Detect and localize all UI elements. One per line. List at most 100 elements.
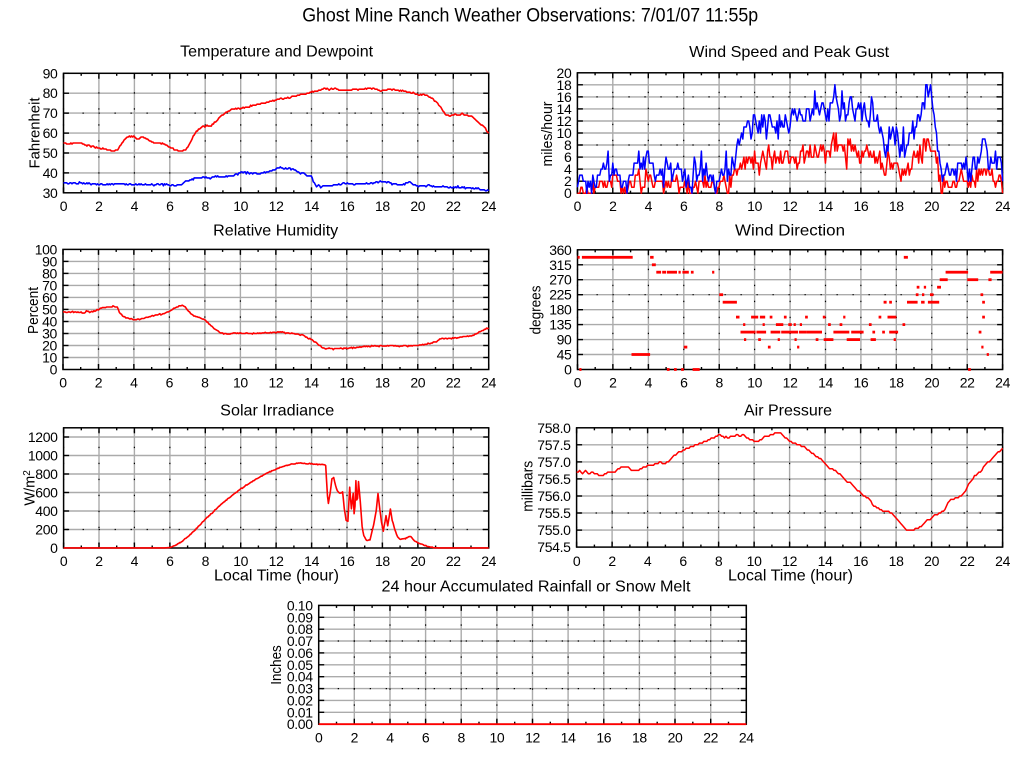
- svg-text:W/m2: W/m2: [22, 470, 39, 506]
- svg-text:90: 90: [43, 65, 58, 81]
- svg-text:millibars: millibars: [521, 461, 537, 512]
- svg-text:Ghost Mine Ranch Weather Obser: Ghost Mine Ranch Weather Observations: 7…: [302, 6, 758, 27]
- svg-text:Local Time (hour): Local Time (hour): [728, 568, 853, 585]
- svg-text:60: 60: [43, 125, 58, 141]
- svg-text:10: 10: [747, 553, 762, 569]
- svg-text:4: 4: [386, 729, 394, 745]
- svg-text:22: 22: [960, 553, 975, 569]
- svg-text:0.02: 0.02: [287, 692, 313, 708]
- svg-text:degrees: degrees: [529, 286, 545, 335]
- svg-text:400: 400: [35, 503, 58, 519]
- svg-text:2: 2: [351, 729, 359, 745]
- svg-text:Wind Speed and Peak Gust: Wind Speed and Peak Gust: [689, 44, 890, 61]
- svg-text:2: 2: [95, 198, 103, 214]
- svg-text:0.01: 0.01: [287, 704, 313, 720]
- svg-text:70: 70: [42, 277, 57, 293]
- svg-text:10: 10: [489, 729, 504, 745]
- svg-text:10: 10: [747, 198, 762, 214]
- svg-text:24: 24: [995, 198, 1010, 214]
- svg-text:24 hour Accumulated Rainfall o: 24 hour Accumulated Rainfall or Snow Mel…: [382, 579, 692, 596]
- svg-text:755.0: 755.0: [537, 522, 571, 538]
- svg-text:10: 10: [557, 125, 572, 141]
- svg-text:20: 20: [668, 729, 683, 745]
- svg-text:14: 14: [818, 553, 833, 569]
- svg-text:90: 90: [42, 253, 57, 269]
- svg-text:16: 16: [340, 553, 355, 569]
- svg-text:Fahrenheit: Fahrenheit: [28, 98, 44, 169]
- svg-text:8: 8: [201, 375, 209, 391]
- svg-text:20: 20: [42, 338, 57, 354]
- svg-text:14: 14: [304, 198, 319, 214]
- svg-text:0.07: 0.07: [287, 633, 313, 649]
- svg-text:18: 18: [557, 77, 572, 93]
- svg-text:16: 16: [557, 89, 572, 105]
- svg-text:8: 8: [715, 375, 723, 391]
- svg-text:756.0: 756.0: [537, 488, 571, 504]
- svg-text:24: 24: [739, 729, 754, 745]
- svg-text:0: 0: [574, 198, 582, 214]
- svg-text:10: 10: [233, 375, 248, 391]
- svg-text:100: 100: [35, 241, 58, 257]
- svg-text:50: 50: [43, 145, 58, 161]
- svg-text:24: 24: [995, 553, 1010, 569]
- svg-text:2: 2: [95, 375, 103, 391]
- svg-text:0.03: 0.03: [287, 681, 313, 697]
- svg-text:600: 600: [35, 485, 58, 501]
- svg-text:Inches: Inches: [269, 645, 285, 685]
- svg-text:12: 12: [269, 198, 284, 214]
- svg-text:14: 14: [561, 729, 576, 745]
- svg-text:16: 16: [853, 553, 868, 569]
- svg-text:0.00: 0.00: [287, 716, 313, 732]
- svg-text:6: 6: [679, 553, 687, 569]
- svg-text:12: 12: [557, 113, 572, 129]
- svg-text:22: 22: [960, 375, 975, 391]
- svg-text:14: 14: [557, 101, 572, 117]
- svg-text:6: 6: [166, 553, 174, 569]
- svg-text:2: 2: [609, 375, 617, 391]
- svg-text:22: 22: [960, 198, 975, 214]
- svg-text:4: 4: [645, 198, 653, 214]
- svg-text:Relative Humidity: Relative Humidity: [213, 222, 338, 239]
- svg-text:20: 20: [410, 375, 425, 391]
- svg-text:22: 22: [446, 375, 461, 391]
- svg-text:16: 16: [339, 375, 354, 391]
- svg-text:1200: 1200: [28, 429, 58, 445]
- svg-text:4: 4: [564, 161, 572, 177]
- svg-text:50: 50: [42, 301, 57, 317]
- svg-text:4: 4: [130, 375, 138, 391]
- svg-text:0.05: 0.05: [287, 657, 313, 673]
- svg-text:4: 4: [644, 553, 652, 569]
- svg-text:4: 4: [131, 553, 139, 569]
- svg-text:315: 315: [549, 257, 572, 273]
- svg-text:12: 12: [268, 375, 283, 391]
- svg-text:0.09: 0.09: [287, 609, 313, 625]
- svg-text:0: 0: [60, 553, 68, 569]
- svg-text:6: 6: [422, 729, 430, 745]
- svg-text:18: 18: [632, 729, 647, 745]
- svg-text:755.5: 755.5: [537, 505, 571, 521]
- svg-text:0: 0: [50, 362, 58, 378]
- svg-text:0.04: 0.04: [287, 669, 313, 685]
- svg-text:90: 90: [557, 332, 572, 348]
- svg-text:180: 180: [549, 302, 572, 318]
- svg-text:8: 8: [201, 198, 209, 214]
- svg-text:16: 16: [853, 375, 868, 391]
- svg-text:24: 24: [481, 198, 496, 214]
- svg-text:0.10: 0.10: [287, 597, 313, 613]
- svg-text:14: 14: [818, 198, 833, 214]
- svg-text:12: 12: [269, 553, 284, 569]
- svg-text:10: 10: [233, 553, 248, 569]
- svg-text:18: 18: [889, 375, 904, 391]
- svg-text:12: 12: [782, 553, 797, 569]
- svg-text:6: 6: [166, 375, 174, 391]
- svg-text:8: 8: [715, 198, 723, 214]
- svg-text:758.0: 758.0: [537, 420, 571, 436]
- svg-text:12: 12: [783, 375, 798, 391]
- svg-text:6: 6: [564, 149, 572, 165]
- svg-text:16: 16: [340, 198, 355, 214]
- svg-text:8: 8: [564, 137, 572, 153]
- svg-text:22: 22: [446, 198, 461, 214]
- svg-text:0: 0: [574, 375, 582, 391]
- svg-text:40: 40: [43, 165, 58, 181]
- svg-text:14: 14: [304, 553, 319, 569]
